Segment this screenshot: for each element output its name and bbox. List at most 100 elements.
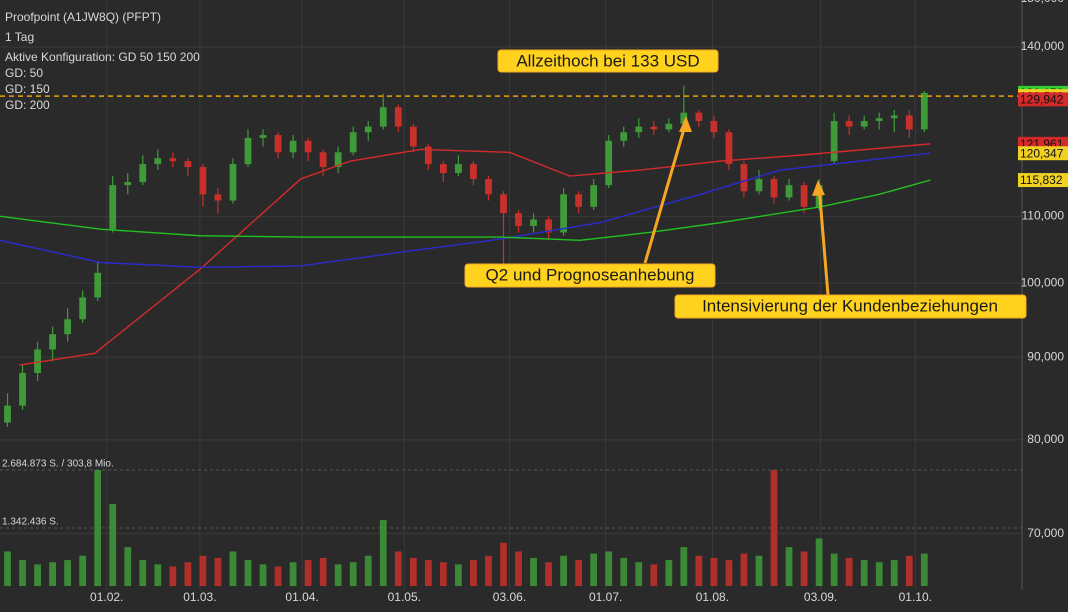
candle-body xyxy=(94,272,102,298)
candle-body xyxy=(139,164,147,183)
y-tick-label: 90,000 xyxy=(1027,349,1064,363)
volume-bar xyxy=(154,564,162,586)
candle-body xyxy=(184,161,192,168)
candle-body xyxy=(485,179,492,195)
volume-bar xyxy=(274,566,282,586)
volume-bar xyxy=(109,503,117,586)
volume-bar xyxy=(590,553,598,586)
volume-bar xyxy=(845,557,853,586)
volume-bar xyxy=(19,560,26,586)
candle-body xyxy=(875,118,883,121)
volume-bar xyxy=(650,564,658,586)
volume-bar xyxy=(605,551,613,586)
candle-body xyxy=(304,140,312,153)
volume-bar xyxy=(199,555,207,586)
y-tick-label: 100,000 xyxy=(1021,275,1065,289)
candle-body xyxy=(470,164,477,180)
candle-body xyxy=(665,123,673,130)
volume-bar xyxy=(319,557,327,586)
volume-bar xyxy=(860,560,868,586)
volume-bar xyxy=(349,562,357,586)
candle-body xyxy=(755,179,763,192)
annotation-box xyxy=(497,49,719,73)
annotation: Q2 und Prognoseanhebung xyxy=(486,265,695,284)
volume-bar xyxy=(169,566,177,586)
header: Proofpoint (A1JW8Q) (PFPT) 1 Tag Aktive … xyxy=(5,10,200,112)
volume-bar xyxy=(379,519,387,586)
legend-entry: GD: 50 xyxy=(5,66,43,80)
candle-body xyxy=(710,120,718,133)
volume-bar xyxy=(785,547,793,586)
candle-body xyxy=(605,140,613,186)
candle-body xyxy=(289,140,297,153)
annotation: Allzeithoch bei 133 USD xyxy=(516,51,699,70)
volume-bar xyxy=(455,564,462,586)
volume-bar xyxy=(94,470,102,586)
candle-body xyxy=(800,185,808,207)
volume-bar xyxy=(184,562,192,586)
volume-bar xyxy=(214,557,222,586)
candle-body xyxy=(349,132,357,153)
y-tick-label: 150,000 xyxy=(1021,0,1065,5)
marks xyxy=(0,85,1022,586)
candle-body xyxy=(560,194,567,233)
y-tick-label: 70,000 xyxy=(1027,526,1064,540)
volume-bar xyxy=(890,560,898,586)
legend-entry: GD: 150 xyxy=(5,82,50,96)
candle-body xyxy=(575,194,583,207)
candle-body xyxy=(259,135,267,138)
candle-body xyxy=(169,158,177,162)
candle-body xyxy=(409,126,417,147)
price-tag-box xyxy=(1018,146,1068,161)
config-label: Aktive Konfiguration: GD 50 150 200 xyxy=(5,50,200,64)
annotations: Allzeithoch bei 133 USD Q2 und Prognosea… xyxy=(464,49,1027,319)
volume-bar xyxy=(409,557,417,586)
price-tag-box xyxy=(1018,92,1068,107)
candle-body xyxy=(244,137,252,165)
volume-bar xyxy=(800,551,808,586)
candle-body xyxy=(680,112,688,124)
candle-body xyxy=(830,120,838,162)
volume-bar xyxy=(34,564,41,586)
x-tick-label: 03.06. xyxy=(493,590,526,604)
candle-body xyxy=(439,164,447,174)
volume-bar xyxy=(530,557,537,586)
candle-body xyxy=(394,107,402,127)
candle-body xyxy=(650,126,658,130)
volume-bar xyxy=(439,562,447,586)
volume-bar xyxy=(364,555,372,586)
y-tick-label: 80,000 xyxy=(1027,432,1064,446)
chart-title: Proofpoint (A1JW8Q) (PFPT) xyxy=(5,10,161,24)
candle-body xyxy=(545,219,552,233)
volume-bar xyxy=(770,470,778,586)
candle-body xyxy=(500,194,507,214)
candle-body xyxy=(860,120,868,127)
moving-average xyxy=(0,152,931,268)
candle-body xyxy=(4,405,11,423)
candle-body xyxy=(530,219,537,226)
candle-body xyxy=(620,132,628,141)
volume-bar xyxy=(334,564,342,586)
candle-body xyxy=(515,213,522,226)
candle-body xyxy=(590,185,598,207)
volume-bar xyxy=(815,538,823,586)
volume-bar xyxy=(229,551,237,586)
price-tag-label: 115,832 xyxy=(1020,173,1063,187)
candle-body xyxy=(890,115,898,119)
candle-body xyxy=(124,182,132,186)
y-tick-label: 110,000 xyxy=(1022,209,1065,223)
arrow-head xyxy=(679,116,692,132)
candle-body xyxy=(635,126,643,133)
candle-body xyxy=(379,107,387,127)
volume-bar xyxy=(545,562,552,586)
volume-bar xyxy=(830,553,838,586)
candle-body xyxy=(79,297,87,320)
candle-body xyxy=(274,135,282,153)
candle-body xyxy=(455,164,462,174)
candle-body xyxy=(319,152,327,168)
candle-body xyxy=(34,349,41,373)
volume-bar xyxy=(620,557,628,586)
arrow xyxy=(643,121,688,264)
volume-bar xyxy=(394,551,402,586)
